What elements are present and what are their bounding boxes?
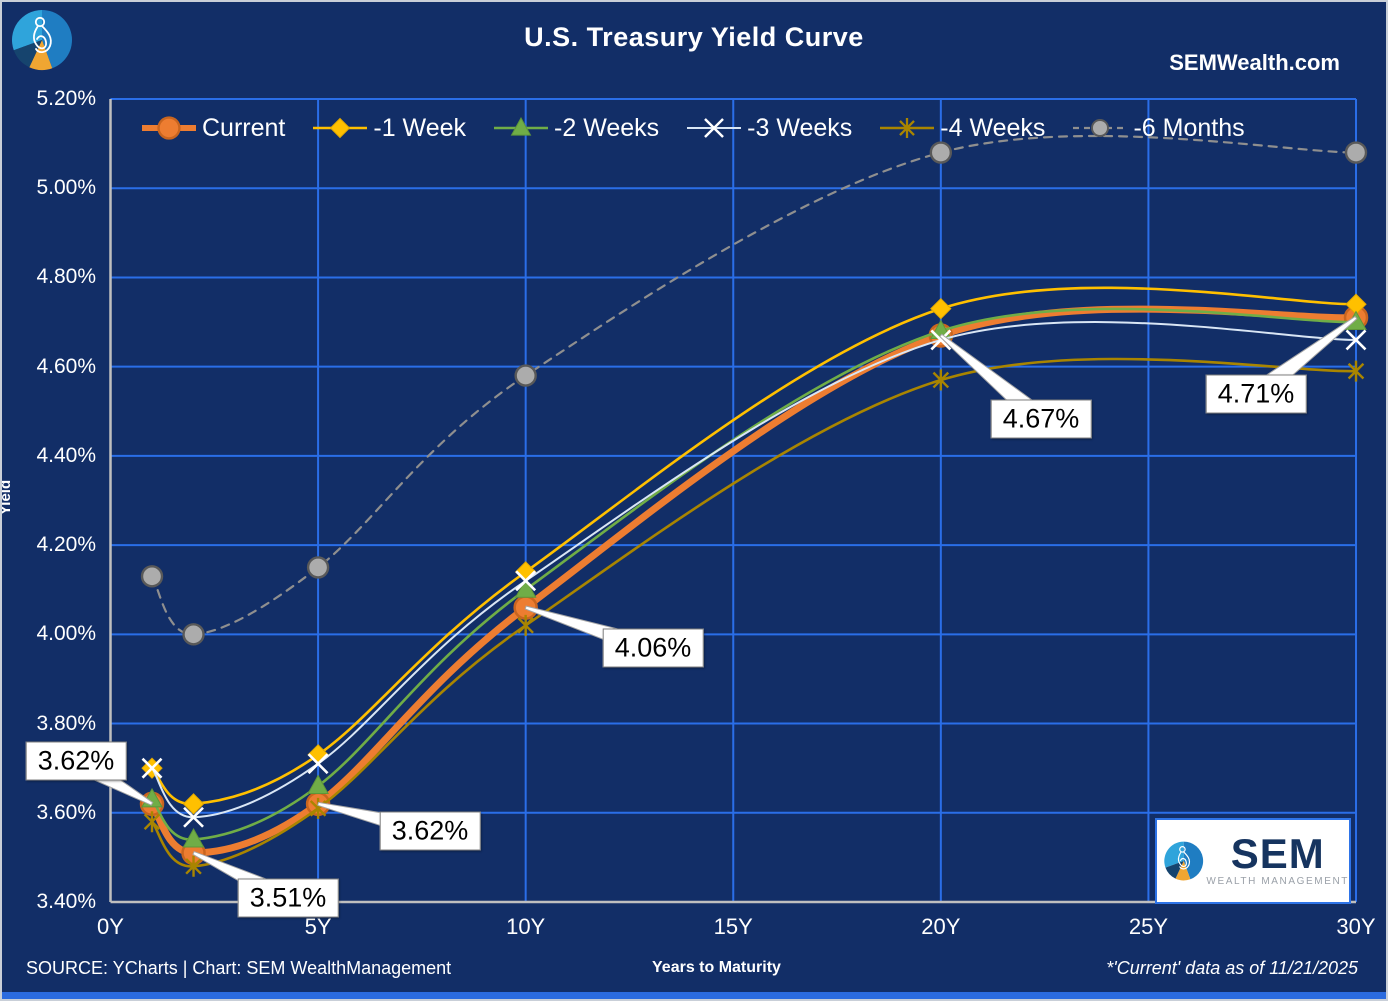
sem-pie-logo-icon [12, 10, 72, 71]
legend-label: -3 Weeks [747, 113, 853, 142]
chart-title: U.S. Treasury Yield Curve [524, 22, 864, 52]
legend-item--6-months: -6 Months [1071, 112, 1245, 144]
data-asof-note: *'Current' data as of 11/21/2025 [1106, 958, 1358, 978]
y-tick-label: 3.80% [36, 711, 96, 735]
logo-tagline: WEALTH MANAGEMENT [1206, 875, 1349, 887]
bottom-accent-bar [2, 992, 1386, 999]
legend-marker-icon [687, 118, 742, 138]
y-tick-label: 4.00% [36, 622, 96, 646]
legend-marker-icon [494, 116, 549, 136]
legend-marker-icon [1073, 119, 1128, 137]
logo-wordmark: SEM [1230, 830, 1325, 878]
callout-label: 4.67% [990, 399, 1092, 439]
legend-label: -4 Weeks [940, 113, 1046, 142]
x-tick-label: 0Y [97, 914, 124, 939]
y-tick-label: 3.40% [36, 890, 96, 913]
legend-marker-icon [880, 118, 935, 138]
source-credit: SOURCE: YCharts | Chart: SEM WealthManag… [26, 958, 452, 978]
series--2-weeks [141, 307, 1367, 848]
legend-item--3-weeks: -3 Weeks [685, 112, 852, 144]
legend-marker-icon [142, 116, 196, 140]
series--3-weeks [141, 321, 1367, 828]
y-tick-label: 4.60% [36, 354, 96, 378]
legend-label: -2 Weeks [554, 113, 660, 142]
legend-label: -6 Months [1133, 113, 1245, 142]
callout-label: 3.62% [25, 741, 127, 781]
legend-item--4-weeks: -4 Weeks [878, 112, 1045, 144]
y-tick-label: 5.20% [36, 87, 96, 110]
legend: Current -1 Week -2 Weeks -3 Weeks -4 Weeks -6… [140, 112, 1245, 144]
sem-wealth-management-logo: SEM WEALTH MANAGEMENT [1155, 818, 1351, 904]
legend-marker-icon [313, 117, 368, 139]
y-tick-label: 4.80% [36, 265, 96, 289]
callout-label: 3.51% [237, 878, 339, 918]
sem-logo-icon [10, 8, 74, 72]
legend-label: Current [202, 113, 286, 142]
legend-item-current: Current [140, 112, 285, 144]
legend-label: -1 Week [373, 113, 467, 142]
y-tick-label: 4.40% [36, 443, 96, 467]
x-tick-label: 15Y [713, 914, 753, 939]
callout-label: 4.06% [602, 628, 704, 668]
legend-item--2-weeks: -2 Weeks [492, 112, 659, 144]
x-tick-label: 5Y [304, 914, 332, 939]
x-tick-label: 20Y [921, 914, 961, 939]
callout-label: 4.71% [1205, 374, 1307, 414]
y-axis-title: Yield [0, 479, 15, 516]
x-tick-label: 10Y [506, 914, 546, 939]
x-tick-label: 30Y [1336, 914, 1376, 939]
y-tick-label: 4.20% [36, 533, 96, 557]
site-url: SEMWealth.com [1169, 50, 1340, 75]
x-axis-title: Years to Maturity [652, 959, 781, 976]
y-tick-label: 3.60% [36, 800, 96, 824]
callout-label: 3.62% [379, 811, 481, 851]
x-tick-label: 25Y [1128, 914, 1168, 939]
series--6-months [140, 134, 1368, 646]
y-tick-label: 5.00% [36, 176, 96, 200]
sem-pie-logo-icon [1164, 841, 1204, 881]
legend-item--1-week: -1 Week [311, 112, 466, 144]
